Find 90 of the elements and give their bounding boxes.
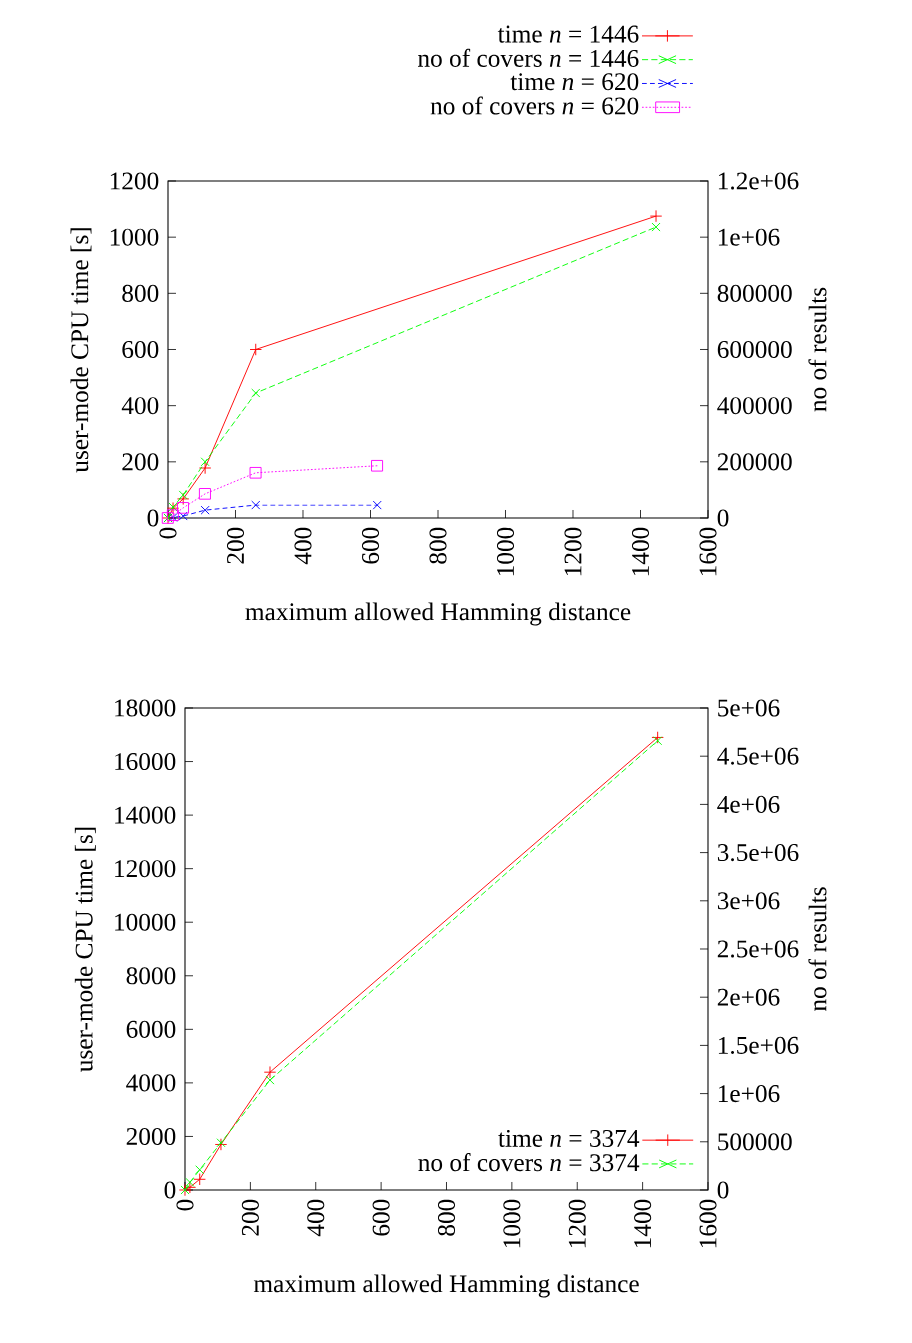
y2-tick-label: 400000 (717, 397, 792, 415)
legend-label: time n = 1446 (497, 25, 639, 43)
y-tick-label: 1000 (110, 228, 159, 246)
y2-tick-label: 1.2e+06 (718, 172, 799, 190)
point (200, 505, 210, 515)
y2-tick-label: 1e+06 (718, 228, 780, 246)
point (651, 222, 661, 232)
point (251, 388, 260, 398)
y-tick-label: 600 (122, 340, 159, 359)
point (651, 731, 664, 744)
point (200, 457, 210, 467)
y-tick-label: 0 (164, 1181, 176, 1199)
x-tick-label: 200 (226, 527, 245, 564)
x-axis-title: maximum allowed Hamming distance (253, 1274, 639, 1298)
y-tick-label: 8000 (126, 967, 176, 985)
point (195, 1165, 204, 1174)
y2-tick-label: 500000 (718, 1133, 792, 1151)
y2-tick-label: 200000 (717, 453, 792, 471)
legend-label: no of covers n = 1446 (418, 48, 639, 67)
x-tick-label: 400 (307, 1199, 325, 1237)
y2-axis-title: no of results (808, 287, 827, 412)
y2-tick-label: 0 (717, 1181, 729, 1199)
y2-tick-label: 1.5e+06 (718, 1036, 799, 1054)
x-tick-label: 800 (437, 1199, 456, 1236)
x-tick-label: 200 (241, 1199, 259, 1236)
point (199, 462, 211, 474)
y2-tick-label: 2.5e+06 (717, 940, 799, 958)
point (249, 343, 262, 356)
legend-label: time n = 620 (510, 73, 639, 91)
point (178, 490, 188, 500)
x-tick-label: 400 (294, 527, 312, 565)
x-tick-label: 1200 (564, 527, 582, 576)
point (251, 500, 260, 510)
x-tick-label: 1600 (699, 527, 717, 576)
x-tick-label: 800 (429, 527, 447, 564)
point (371, 459, 384, 472)
x-tick-label: 1200 (568, 1199, 586, 1248)
point (373, 500, 382, 510)
y2-tick-label: 800000 (717, 284, 792, 302)
point (249, 466, 262, 479)
point (199, 488, 211, 500)
y-axis-title: user-mode CPU time [s] (70, 228, 92, 473)
y-tick-label: 14000 (115, 806, 176, 824)
y2-tick-label: 4.5e+06 (717, 747, 799, 765)
point (215, 1138, 227, 1151)
x-tick-label: 1600 (699, 1199, 717, 1248)
y-tick-label: 6000 (126, 1020, 176, 1038)
point (177, 502, 189, 514)
legend-label: no of covers n = 3374 (418, 1153, 640, 1172)
point (216, 1138, 226, 1147)
x-tick-label: 1400 (634, 1199, 652, 1248)
y-tick-label: 18000 (115, 699, 176, 717)
y-tick-label: 12000 (115, 860, 176, 878)
y-tick-label: 16000 (115, 753, 176, 771)
x-tick-label: 1000 (496, 527, 515, 576)
y-tick-label: 10000 (115, 913, 176, 931)
point (167, 509, 179, 521)
y-tick-label: 2000 (126, 1127, 176, 1145)
point (264, 1066, 276, 1078)
y2-tick-label: 1e+06 (718, 1085, 780, 1103)
point (193, 1173, 206, 1186)
legend-label: no of covers n = 620 (430, 96, 639, 115)
x-tick-label: 600 (361, 527, 380, 564)
point (653, 736, 662, 746)
y-tick-label: 200 (122, 453, 159, 471)
x-tick-label: 0 (176, 1199, 194, 1211)
point (185, 1178, 195, 1187)
point (177, 493, 189, 505)
x-tick-label: 600 (372, 1199, 390, 1236)
y2-tick-label: 4e+06 (717, 795, 780, 813)
y-tick-label: 0 (147, 509, 159, 527)
legend-label: time n = 3374 (498, 1129, 640, 1147)
x-tick-label: 1400 (631, 527, 650, 576)
y-tick-label: 1200 (110, 172, 159, 190)
y2-tick-label: 3e+06 (717, 892, 780, 910)
y-axis-title: user-mode CPU time [s] (74, 827, 96, 1072)
y2-tick-label: 3.5e+06 (717, 844, 799, 862)
y2-tick-label: 5e+06 (718, 699, 780, 717)
y2-tick-label: 0 (717, 509, 729, 527)
point (650, 210, 662, 222)
x-axis-title: maximum allowed Hamming distance (245, 602, 631, 626)
y2-tick-label: 600000 (717, 340, 792, 359)
y-tick-label: 800 (122, 284, 159, 302)
y2-tick-label: 2e+06 (717, 988, 780, 1006)
y2-axis-title: no of results (808, 887, 827, 1012)
point (265, 1075, 275, 1085)
y-tick-label: 400 (121, 397, 159, 415)
y-tick-label: 4000 (126, 1074, 176, 1092)
point (178, 511, 188, 521)
x-tick-label: 1000 (503, 1199, 521, 1248)
